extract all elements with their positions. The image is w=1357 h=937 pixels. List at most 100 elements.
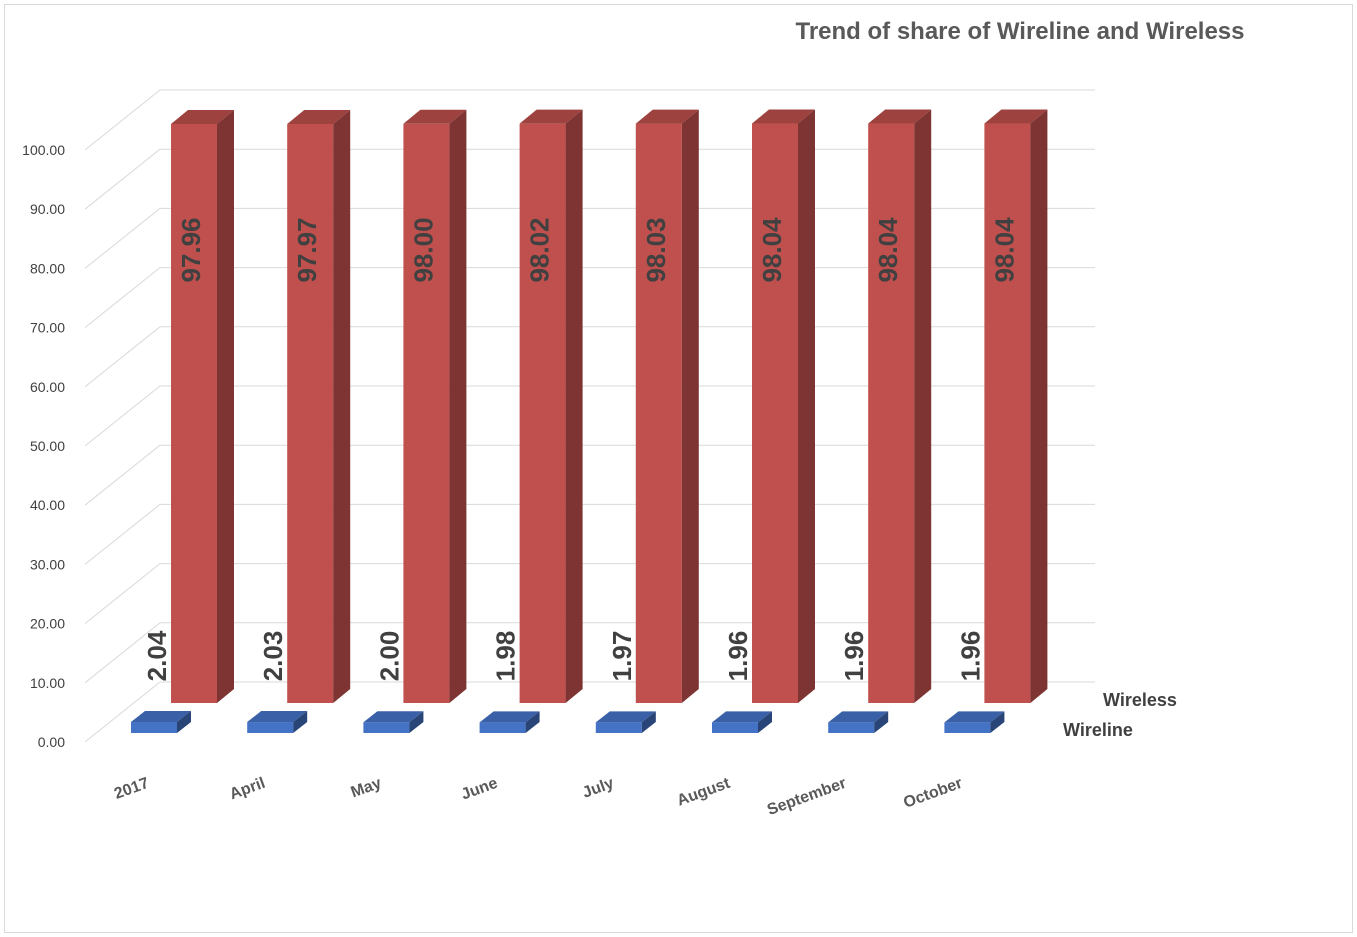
wireless-bar xyxy=(287,123,334,703)
gridline-floor xyxy=(84,267,161,328)
x-tick-label: July xyxy=(580,775,616,802)
wireless-bar xyxy=(519,123,566,703)
chart-frame xyxy=(4,4,1353,933)
wireline-bar xyxy=(247,722,294,733)
y-axis: 0.00 10.00 20.00 30.00 40.00 50.00 60.00 70.00 8… xyxy=(22,142,65,750)
gridline-floor xyxy=(84,444,161,506)
y-tick-label: 10.00 xyxy=(30,675,65,691)
wireless-bar-top xyxy=(519,109,583,124)
wireless-value-label: 98.04 xyxy=(989,217,1019,283)
wireline-bar-side xyxy=(177,711,191,733)
gridline-floor xyxy=(84,208,161,269)
wireline-bar-side xyxy=(293,711,308,733)
x-tick-label: April xyxy=(227,775,267,803)
gridline-floor xyxy=(84,148,161,210)
x-tick-label: May xyxy=(349,775,384,802)
y-tick-label: 20.00 xyxy=(30,616,65,632)
y-tick-label: 80.00 xyxy=(30,260,65,276)
gridline-floor xyxy=(84,385,161,447)
wireline-bar xyxy=(595,722,642,733)
wireless-bar-side xyxy=(681,109,699,704)
wireless-bar-top xyxy=(635,109,699,124)
wireline-bar-side xyxy=(874,711,889,733)
wireless-value-label: 97.96 xyxy=(176,217,206,282)
wireline-value-label: 1.96 xyxy=(839,631,869,682)
gridline-floor xyxy=(84,89,161,151)
grid-layer xyxy=(84,89,1095,743)
wireless-value-label: 98.03 xyxy=(641,217,671,282)
wireline-value-label: 1.96 xyxy=(723,631,753,682)
chart-title: Trend of share of Wireline and Wireless xyxy=(795,18,1245,45)
wireless-bar-side xyxy=(333,109,351,703)
wireless-bar-top xyxy=(984,109,1048,124)
gridline-floor xyxy=(84,563,161,624)
wireless-bar xyxy=(984,123,1031,703)
wireless-bar-top xyxy=(868,109,932,124)
wireline-bar-top xyxy=(479,711,540,723)
wireless-bar xyxy=(868,123,915,703)
wireless-bar-side xyxy=(798,109,815,703)
y-tick-label: 90.00 xyxy=(30,201,65,217)
wireline-bar-side xyxy=(409,711,424,733)
wireline-value-label: 1.97 xyxy=(607,631,637,682)
wireline-value-label: 1.96 xyxy=(955,631,985,682)
wireline-bar-top xyxy=(131,711,191,722)
y-tick-label: 50.00 xyxy=(30,438,65,454)
y-tick-label: 30.00 xyxy=(30,556,65,572)
gridline-floor xyxy=(84,326,161,388)
wireline-bar xyxy=(363,722,410,733)
wireline-bar-side xyxy=(758,711,772,733)
x-tick-label: August xyxy=(675,775,733,810)
wireless-bar xyxy=(171,124,217,703)
wireline-bar-top xyxy=(828,711,889,723)
wireless-value-label: 97.97 xyxy=(292,217,322,282)
wireless-bar-side xyxy=(217,110,234,703)
wireless-value-label: 98.04 xyxy=(873,217,903,283)
wireline-bar-top xyxy=(712,711,772,723)
gridline-floor xyxy=(84,622,161,684)
x-tick-label: 2017 xyxy=(112,775,151,803)
wireless-bar-side xyxy=(565,109,583,703)
gridline-floor xyxy=(84,681,161,743)
y-tick-label: 60.00 xyxy=(30,379,65,395)
x-tick-label: October xyxy=(901,775,964,812)
series-label-wireless: Wireless xyxy=(1103,690,1177,710)
wireless-value-label: 98.04 xyxy=(757,217,787,283)
wireline-bar xyxy=(131,722,177,733)
wireline-bar xyxy=(944,722,991,733)
bars-layer xyxy=(131,109,1048,733)
wireless-bar-top xyxy=(403,109,467,124)
wireline-bar-side xyxy=(990,711,1005,733)
wireline-bar xyxy=(712,722,758,733)
y-tick-label: 40.00 xyxy=(30,497,65,513)
y-tick-label: 0.00 xyxy=(38,734,65,750)
wireless-bar-top xyxy=(171,110,234,124)
labels-layer: 97.96 2.04 97.97 2.03 98.00 2.00 98.02 1.98 98.0… xyxy=(112,217,1177,819)
wireless-bar-top xyxy=(752,109,815,124)
x-tick-label: September xyxy=(765,775,849,819)
wireless-bar-top xyxy=(287,109,351,124)
gridline-floor xyxy=(84,504,161,565)
series-label-wireline: Wireline xyxy=(1063,720,1133,740)
y-tick-label: 100.00 xyxy=(22,142,65,158)
wireline-bar-top xyxy=(247,711,308,723)
wireless-bar xyxy=(403,123,450,704)
x-tick-label: June xyxy=(459,775,500,804)
y-tick-label: 70.00 xyxy=(30,320,65,336)
wireless-bar xyxy=(752,123,798,703)
wireless-bar-side xyxy=(1030,109,1048,703)
wireless-value-label: 98.00 xyxy=(408,217,438,282)
wireline-bar-top xyxy=(944,711,1005,723)
wireline-bar xyxy=(479,722,526,733)
wireline-value-label: 2.04 xyxy=(142,630,172,681)
wireless-bar xyxy=(635,123,682,704)
wireline-bar-top xyxy=(363,711,424,723)
wireline-value-label: 2.00 xyxy=(374,631,404,682)
wireline-value-label: 1.98 xyxy=(491,631,521,682)
wireless-value-label: 98.02 xyxy=(525,217,555,282)
wireline-bar-top xyxy=(595,711,656,723)
wireless-bar-side xyxy=(914,109,932,703)
wireline-bar-side xyxy=(525,711,540,733)
wireline-bar xyxy=(828,722,875,733)
